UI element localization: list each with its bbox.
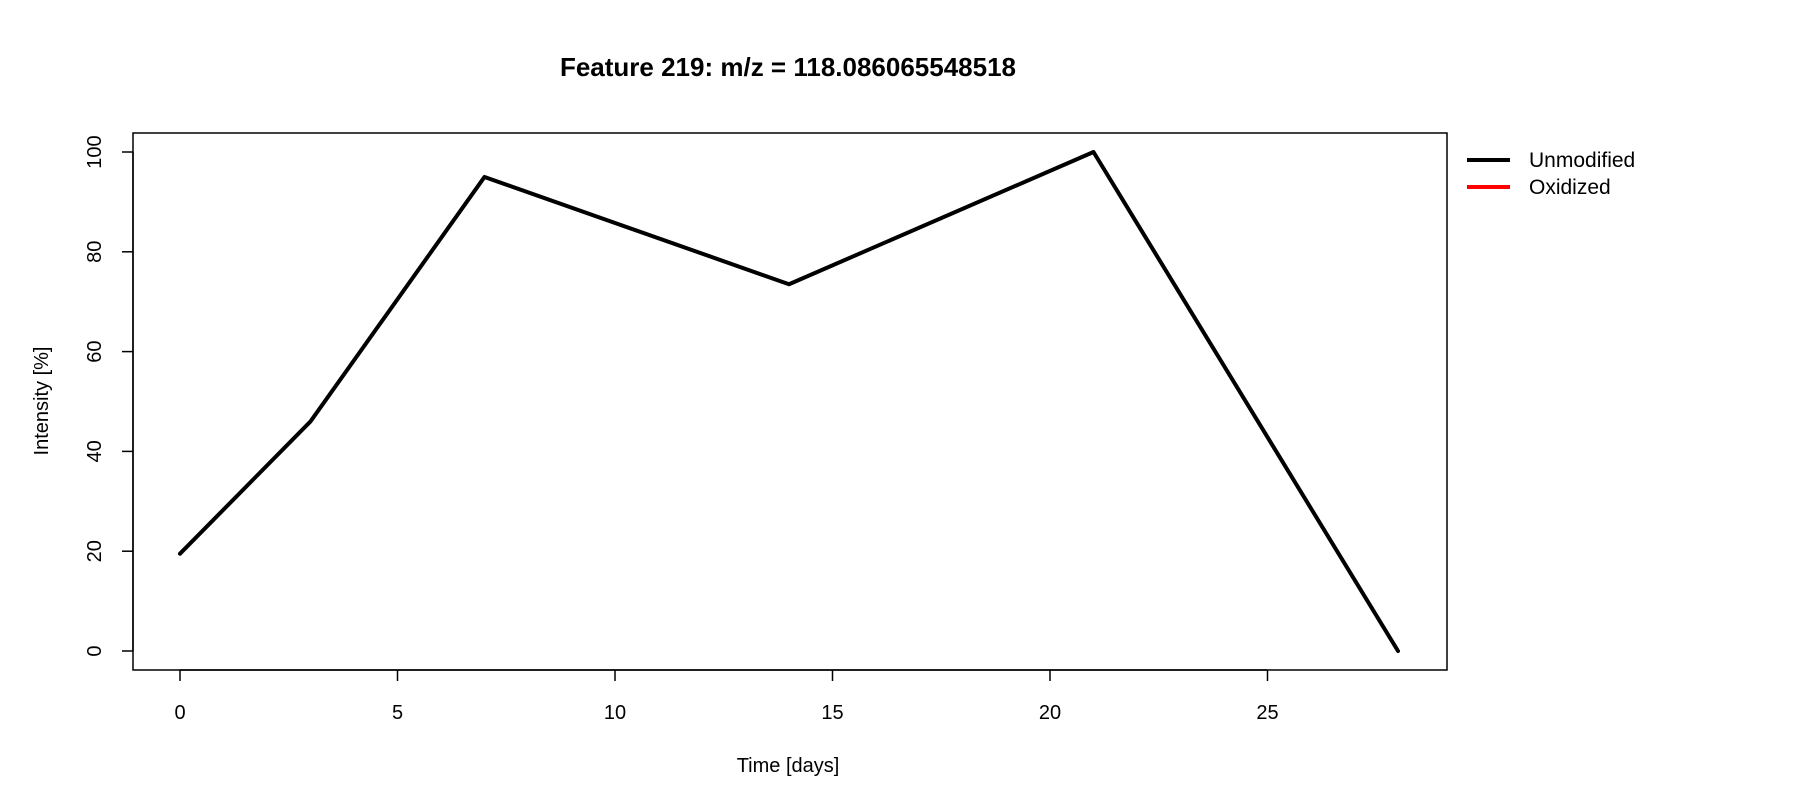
series-line-unmodified <box>178 150 1400 653</box>
series-layer <box>178 150 1400 653</box>
x-tick-label: 20 <box>1039 702 1061 724</box>
x-tick-label: 10 <box>604 702 626 724</box>
x-tick-label: 0 <box>174 702 185 724</box>
x-tick-label: 5 <box>392 702 403 724</box>
plot-frame <box>132 132 1448 671</box>
x-tick-label: 15 <box>821 702 843 724</box>
y-tick-label: 20 <box>84 540 106 562</box>
y-tick-label: 40 <box>84 440 106 462</box>
chart-title: Feature 219: m/z = 118.086065548518 <box>560 52 1016 82</box>
y-tick-label: 80 <box>84 241 106 263</box>
legend: Unmodified Oxidized <box>1467 149 1635 199</box>
x-tick-label: 25 <box>1256 702 1278 724</box>
y-tick-label: 100 <box>84 135 106 168</box>
y-tick-label: 0 <box>84 645 106 656</box>
y-axis: 0 20 40 60 80 100 <box>84 135 134 657</box>
y-tick-label: 60 <box>84 340 106 362</box>
legend-label-oxidized: Oxidized <box>1529 176 1611 199</box>
y-axis-label: Intensity [%] <box>31 347 53 456</box>
x-axis-label: Time [days] <box>737 755 840 777</box>
x-axis: 0 5 10 15 20 25 <box>174 669 1279 724</box>
legend-label-unmodified: Unmodified <box>1529 149 1635 172</box>
